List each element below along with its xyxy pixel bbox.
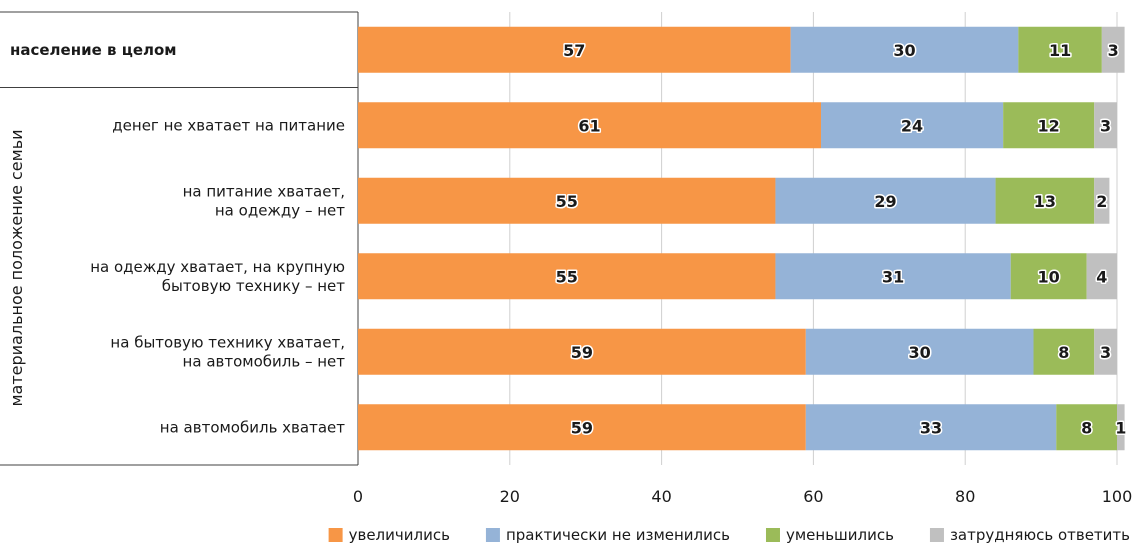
bar-segment — [1018, 26, 1102, 73]
bar-value-label: 29 — [874, 192, 896, 211]
bar-value-label: 1 — [1115, 418, 1126, 437]
x-tick-label: 0 — [353, 487, 363, 506]
category-frame — [0, 11, 359, 466]
x-tick-label: 100 — [1102, 487, 1133, 506]
category-label-line: население в целом — [10, 41, 177, 59]
category-label: население в целом — [10, 41, 177, 59]
bar-segment — [358, 102, 821, 149]
category-label-line: на одежду – нет — [215, 201, 345, 219]
category-label-line: на бытовую технику хватает, — [110, 333, 345, 351]
bar-segment — [358, 328, 806, 375]
bar-value-label: 12 — [1038, 116, 1060, 135]
bar-segment — [358, 404, 806, 451]
bar-value-label: 33 — [920, 418, 942, 437]
legend-swatch — [929, 528, 944, 542]
bar-segment — [1094, 328, 1117, 375]
category-labels: население в целом денег не хватает на пит… — [10, 41, 345, 437]
category-label: на одежду хватает, на крупную бытовую тех… — [90, 258, 345, 295]
bar-value-label: 3 — [1108, 41, 1119, 60]
legend-swatch — [485, 528, 500, 542]
x-axis-tick-labels: 0 20 40 60 80 100 — [353, 487, 1132, 506]
bar-value-label: 57 — [563, 41, 585, 60]
bar-value-label: 3 — [1100, 343, 1111, 362]
legend-label: увеличились — [349, 526, 450, 544]
bar-segment — [358, 253, 776, 300]
bar-segment — [358, 177, 776, 224]
bar-segment — [1101, 26, 1125, 73]
bar-value-label: 10 — [1038, 267, 1060, 286]
category-label-line: на питание хватает, — [183, 182, 345, 200]
bar-segment — [1094, 102, 1117, 149]
bar-value-label: 11 — [1049, 41, 1071, 60]
gridlines — [357, 12, 1118, 465]
bar-value-label: 2 — [1096, 192, 1107, 211]
bar-value-label: 55 — [556, 267, 578, 286]
legend-swatch — [328, 528, 343, 542]
bar-segment — [1003, 102, 1095, 149]
bar-segment — [358, 26, 791, 73]
bar-value-label: 59 — [571, 343, 593, 362]
bar-value-label: 8 — [1081, 418, 1092, 437]
bar-value-label: 30 — [893, 41, 915, 60]
legend: увеличились практически не изменились умен… — [328, 526, 1130, 544]
category-label-line: на автомобиль – нет — [183, 352, 346, 370]
bar-segment — [820, 102, 1004, 149]
bars: 57 30 11 3 61 24 12 3 55 29 13 2 55 31 10 4 59 30 8 3 59 33 8 1 — [358, 26, 1128, 451]
bar-value-label: 13 — [1034, 192, 1056, 211]
bar-segment — [1010, 253, 1087, 300]
bar-segment — [805, 328, 1034, 375]
category-label: на бытовую технику хватает, на автомобиль… — [110, 333, 345, 370]
legend-label: практически не изменились — [506, 526, 730, 544]
x-tick-label: 20 — [500, 487, 520, 506]
bar-segment — [1056, 404, 1117, 451]
legend-swatch — [765, 528, 780, 542]
bar-segment — [995, 177, 1095, 224]
category-label-line: бытовую технику – нет — [162, 277, 346, 295]
bar-segment — [1117, 404, 1125, 451]
bar-segment — [790, 26, 1019, 73]
x-tick-label: 80 — [955, 487, 975, 506]
x-tick-label: 60 — [803, 487, 823, 506]
bar-value-label: 30 — [909, 343, 931, 362]
bar-segment — [805, 404, 1057, 451]
x-tick-label: 40 — [651, 487, 671, 506]
bar-value-label: 31 — [882, 267, 904, 286]
legend-label: затрудняюсь ответить — [950, 526, 1130, 544]
category-label: денег не хватает на питание — [112, 116, 345, 134]
bar-value-label: 55 — [556, 192, 578, 211]
bar-segment — [1094, 177, 1110, 224]
category-label-line: на автомобиль хватает — [160, 418, 345, 436]
bar-segment — [775, 253, 1011, 300]
category-label: на питание хватает, на одежду – нет — [183, 182, 346, 219]
category-label-line: на одежду хватает, на крупную — [90, 258, 345, 276]
legend-label: уменьшились — [786, 526, 894, 544]
bar-segment — [775, 177, 996, 224]
bar-segment — [1086, 253, 1117, 300]
bar-value-label: 59 — [571, 418, 593, 437]
group-axis-label: материальное положение семьи — [7, 129, 26, 406]
bar-value-label: 8 — [1058, 343, 1069, 362]
bar-segment — [1033, 328, 1095, 375]
bar-value-label: 24 — [901, 116, 923, 135]
category-label-line: денег не хватает на питание — [112, 116, 345, 134]
bar-value-label: 3 — [1100, 116, 1111, 135]
bar-value-label: 4 — [1096, 267, 1107, 286]
category-label: на автомобиль хватает — [160, 418, 345, 436]
bar-value-label: 61 — [578, 116, 600, 135]
